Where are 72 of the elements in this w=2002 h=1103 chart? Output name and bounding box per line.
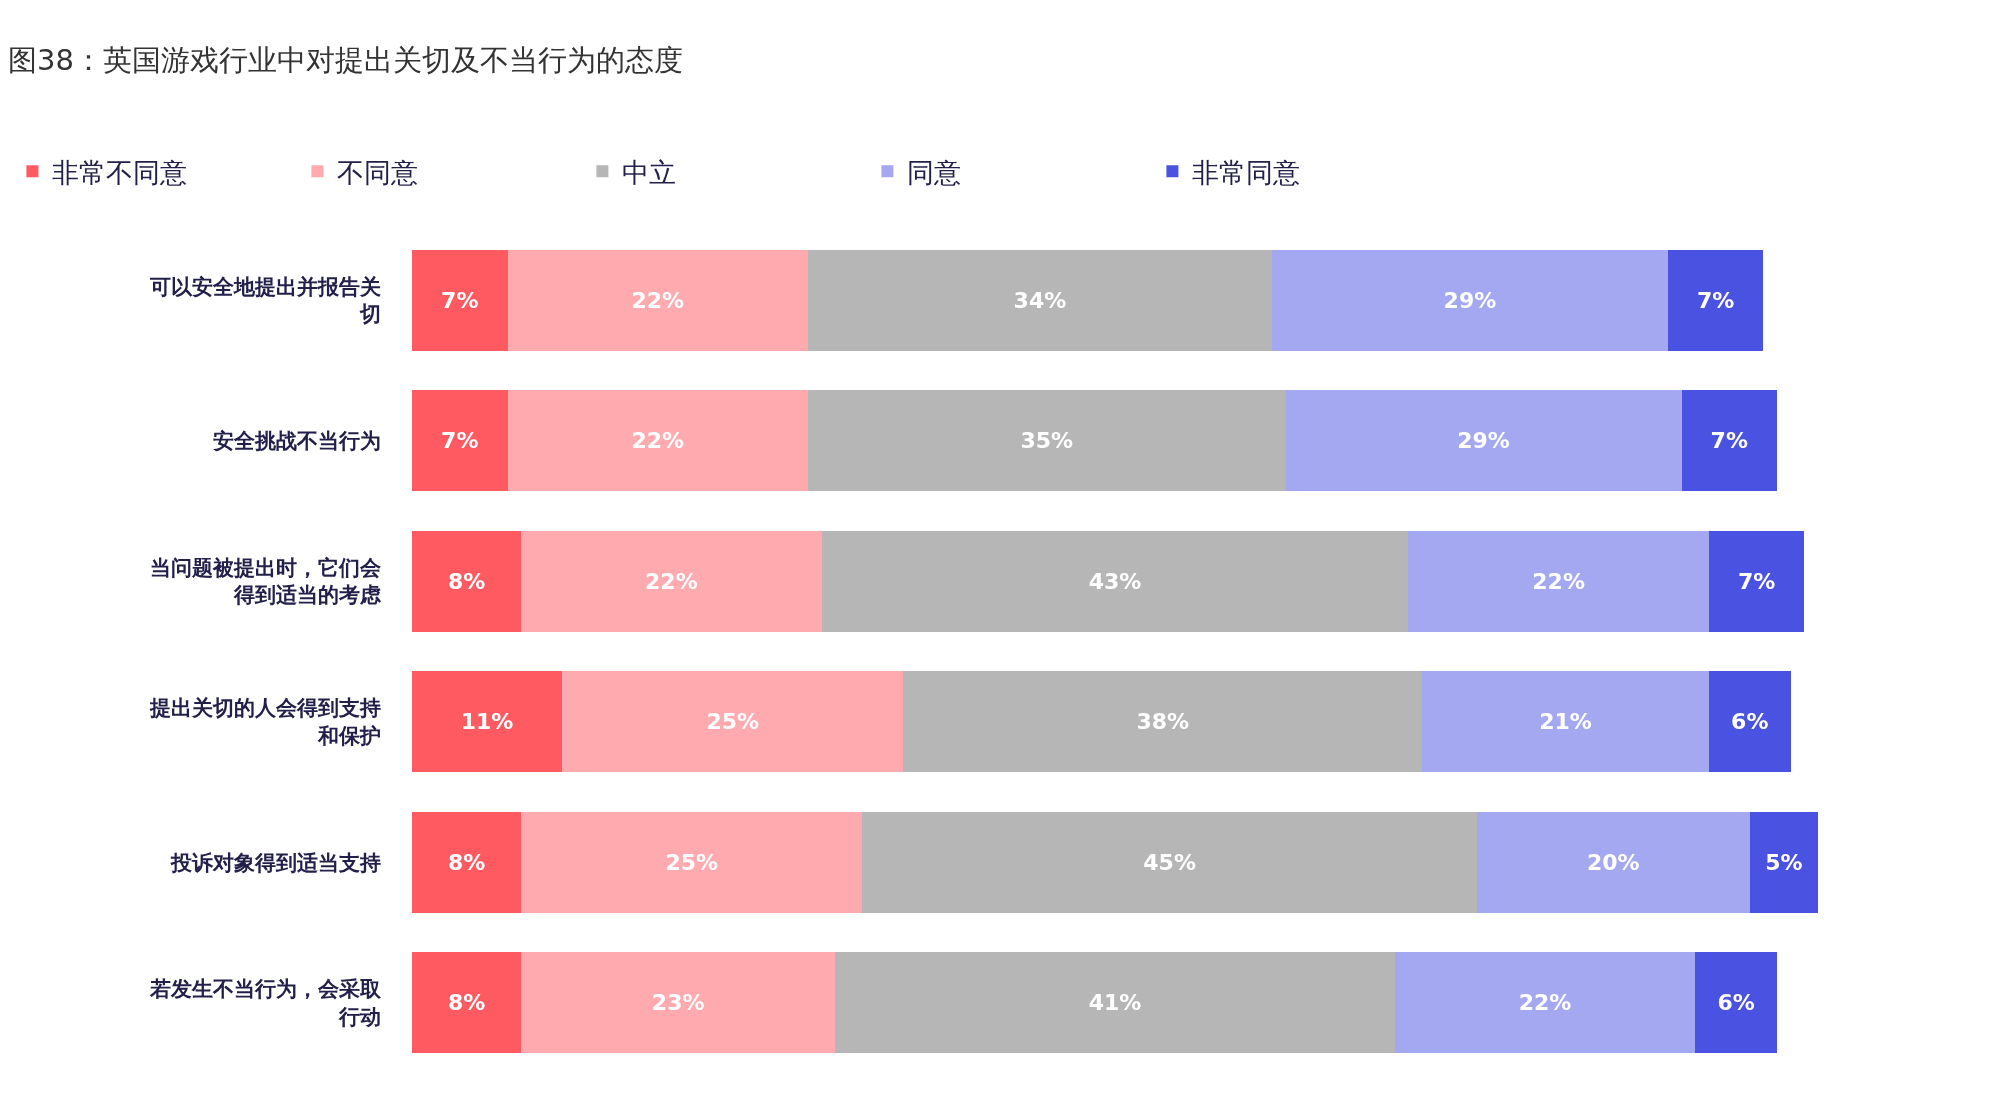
- bar: [807, 390, 1286, 492]
- bar: [1285, 390, 1682, 492]
- bar: [1695, 952, 1778, 1054]
- bar: [412, 952, 522, 1054]
- data-label: 38%: [1136, 709, 1190, 735]
- bar: [1667, 249, 1764, 351]
- data-label: 25%: [665, 849, 719, 875]
- bar: [903, 671, 1423, 773]
- legend-label: 中立: [622, 156, 677, 188]
- bar: [1476, 811, 1750, 913]
- data-label: 7%: [441, 428, 479, 454]
- data-label: 25%: [706, 709, 760, 735]
- legend-label: 非常不同意: [52, 156, 188, 188]
- bar: [1708, 530, 1805, 632]
- data-label: 5%: [1765, 849, 1803, 875]
- y-tick-label: 若发生不当行为，会采取行动: [149, 977, 382, 1029]
- data-label: 7%: [1696, 287, 1735, 313]
- data-label: 22%: [1532, 568, 1585, 594]
- bar: [412, 811, 522, 913]
- data-label: 35%: [1020, 428, 1074, 454]
- bar: [507, 249, 808, 351]
- data-label: 43%: [1088, 568, 1142, 594]
- legend-label: 同意: [907, 156, 962, 188]
- data-label: 29%: [1443, 287, 1497, 313]
- bar: [862, 811, 1477, 913]
- y-tick-label: 投诉对象得到适当支持: [170, 850, 381, 875]
- data-label: 22%: [1518, 990, 1572, 1016]
- bar: [412, 390, 508, 492]
- bar: [521, 530, 822, 632]
- data-label: 6%: [1717, 990, 1755, 1016]
- data-label: 22%: [645, 568, 698, 594]
- bar: [1408, 530, 1709, 632]
- y-tick-label: 提出关切的人会得到支持和保护: [149, 696, 381, 748]
- data-label: 41%: [1088, 990, 1142, 1016]
- data-label: 7%: [441, 287, 479, 313]
- bar: [412, 671, 563, 773]
- data-label: 11%: [460, 709, 514, 735]
- bar: [1749, 811, 1818, 913]
- bar: [835, 952, 1395, 1054]
- data-label: 29%: [1457, 428, 1510, 454]
- bar: [412, 249, 508, 351]
- data-label: 22%: [631, 428, 685, 454]
- data-label: 8%: [447, 568, 486, 594]
- y-tick-label: 安全挑战不当行为: [213, 429, 381, 454]
- data-label: 8%: [447, 849, 486, 875]
- data-label: 21%: [1539, 709, 1592, 735]
- bar: [507, 390, 808, 492]
- legend-label: 非常同意: [1192, 156, 1301, 188]
- bar: [521, 811, 863, 913]
- bar: [1271, 249, 1668, 351]
- bar: [412, 530, 522, 632]
- bar: [521, 952, 836, 1054]
- bar: [807, 249, 1272, 351]
- bar: [1681, 390, 1778, 492]
- bar: [1422, 671, 1709, 773]
- bar: [1394, 952, 1696, 1054]
- data-label: 20%: [1586, 849, 1640, 875]
- legend-label: 不同意: [337, 156, 419, 188]
- bar: [562, 671, 904, 773]
- data-label: 23%: [651, 990, 705, 1016]
- data-label: 22%: [631, 287, 685, 313]
- data-label: 7%: [1710, 428, 1748, 454]
- y-tick-label: 可以安全地提出并报告关切: [149, 274, 381, 327]
- data-label: 34%: [1013, 287, 1067, 313]
- data-label: 7%: [1737, 568, 1776, 594]
- bar: [821, 530, 1409, 632]
- y-tick-label: 当问题被提出时，它们会得到适当的考虑: [150, 555, 382, 608]
- chart-title: 图38：英国游戏行业中对提出关切及不当行为的态度: [8, 42, 683, 77]
- data-label: 6%: [1731, 709, 1769, 735]
- bar: [1708, 671, 1791, 773]
- data-label: 8%: [447, 990, 486, 1016]
- data-label: 45%: [1143, 849, 1196, 875]
